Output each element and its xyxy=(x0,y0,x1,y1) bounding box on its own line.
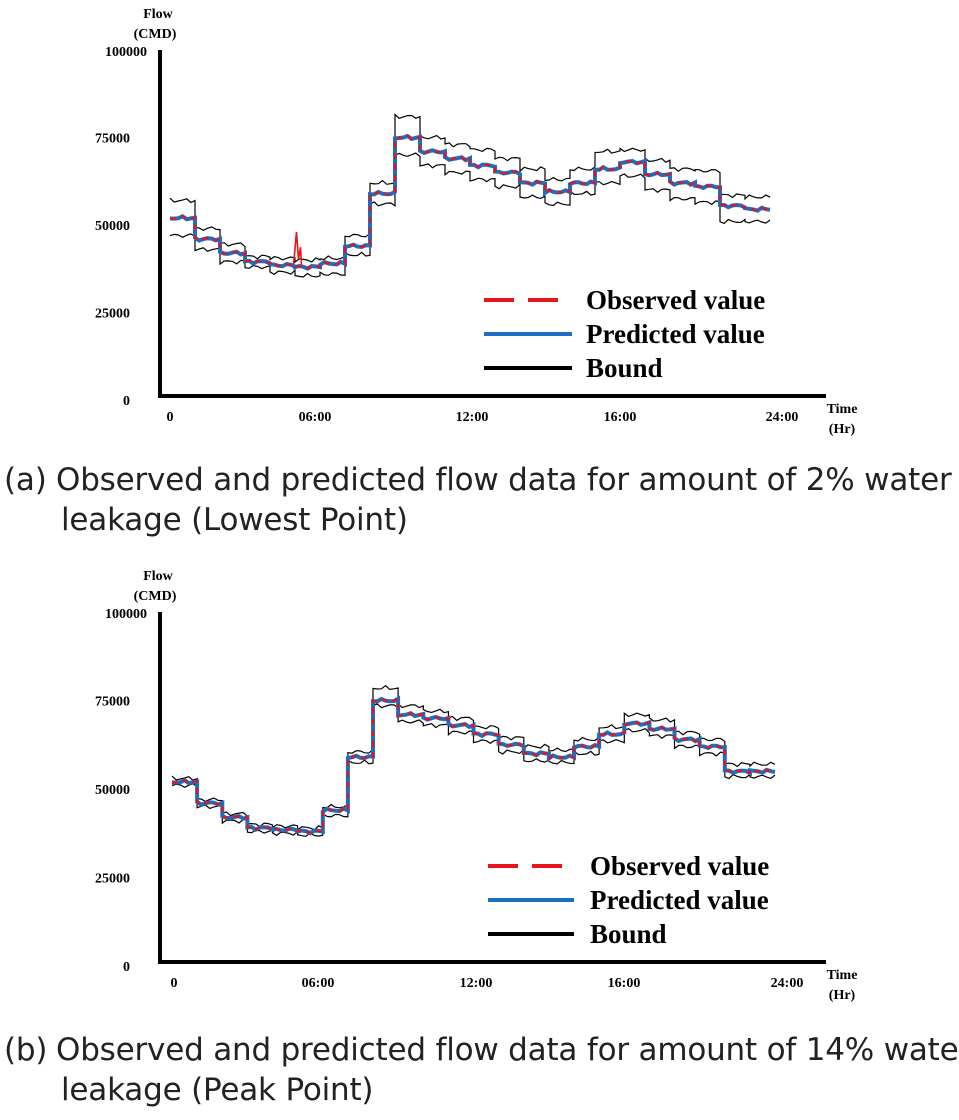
legend-label: Predicted value xyxy=(590,885,769,915)
upper-bound-line xyxy=(169,113,771,264)
caption-a-line1: Observed and predicted flow data for amo… xyxy=(56,462,952,498)
legend: Observed value Predicted value Bound xyxy=(484,285,765,383)
x-tick-label: 0 xyxy=(171,976,178,991)
y-tick-label: 100000 xyxy=(105,607,147,622)
caption-a: (a) Observed and predicted flow data for … xyxy=(4,460,954,540)
upper-bound-line xyxy=(171,684,776,832)
y-axis-title: Flow (CMD) xyxy=(134,7,177,42)
x-tick-label: 16:00 xyxy=(608,976,641,991)
chart-panel-a: Flow (CMD) 0 25000 50000 75000 100000 0 06:00 12:… xyxy=(0,0,959,450)
x-axis-title-line2: (Hr) xyxy=(829,422,856,437)
y-tick-label: 50000 xyxy=(95,219,130,234)
y-tick-label: 25000 xyxy=(95,307,130,322)
y-tick-label: 75000 xyxy=(95,132,130,147)
axes xyxy=(158,50,826,398)
flow-chart-a: Flow (CMD) 0 25000 50000 75000 100000 0 06:00 12:… xyxy=(95,7,858,437)
observed-spike xyxy=(292,231,303,266)
legend-label: Predicted value xyxy=(586,319,765,349)
legend-label: Observed value xyxy=(590,851,769,881)
lower-bound-line xyxy=(169,152,771,278)
y-tick-label: 75000 xyxy=(95,695,130,710)
legend-label: Bound xyxy=(590,919,667,949)
legend-label: Observed value xyxy=(586,285,765,315)
y-tick-label: 25000 xyxy=(95,872,130,887)
x-tick-label: 16:00 xyxy=(604,410,637,425)
axes xyxy=(158,612,826,964)
x-axis-title-line2: (Hr) xyxy=(829,988,856,1003)
x-tick-label: 24:00 xyxy=(766,410,799,425)
x-tick-label: 12:00 xyxy=(456,410,489,425)
caption-b-tag: (b) xyxy=(4,1032,48,1068)
predicted-line xyxy=(169,133,771,271)
y-tick-label: 50000 xyxy=(95,783,130,798)
predicted-line xyxy=(171,695,776,836)
flow-chart-b: Flow (CMD) 0 25000 50000 75000 100000 0 06:00 12:… xyxy=(95,569,858,1003)
x-axis-title: Time (Hr) xyxy=(827,968,858,1003)
y-tick-label: 0 xyxy=(123,394,130,409)
observed-line xyxy=(171,696,776,835)
y-tick-label: 100000 xyxy=(105,45,147,60)
caption-a-tag: (a) xyxy=(4,462,47,498)
y-axis-title-line2: (CMD) xyxy=(134,27,177,42)
y-axis-title-line1: Flow xyxy=(143,7,173,22)
legend: Observed value Predicted value Bound xyxy=(488,851,769,949)
x-axis-title-line1: Time xyxy=(827,402,858,417)
caption-a-line2: leakage (Lowest Point) xyxy=(61,502,408,538)
series-bound xyxy=(169,113,771,278)
series-bound xyxy=(171,684,776,837)
caption-b: (b) Observed and predicted flow data for … xyxy=(4,1030,959,1110)
caption-b-line2: leakage (Peak Point) xyxy=(61,1072,374,1108)
caption-b-line1: Observed and predicted flow data for amo… xyxy=(56,1032,959,1068)
x-axis-title: Time (Hr) xyxy=(827,402,858,437)
legend-label: Bound xyxy=(586,353,663,383)
x-tick-label: 06:00 xyxy=(302,976,335,991)
y-axis-title-line1: Flow xyxy=(143,569,173,584)
x-tick-label: 0 xyxy=(167,410,174,425)
y-tick-label: 0 xyxy=(123,960,130,975)
x-tick-label: 06:00 xyxy=(299,410,332,425)
y-axis-title: Flow (CMD) xyxy=(134,569,177,604)
x-axis-title-line1: Time xyxy=(827,968,858,983)
x-tick-label: 24:00 xyxy=(771,976,804,991)
x-tick-label: 12:00 xyxy=(460,976,493,991)
observed-line xyxy=(169,134,771,270)
y-axis-title-line2: (CMD) xyxy=(134,589,177,604)
chart-panel-b: Flow (CMD) 0 25000 50000 75000 100000 0 06:00 12:… xyxy=(0,562,959,1014)
